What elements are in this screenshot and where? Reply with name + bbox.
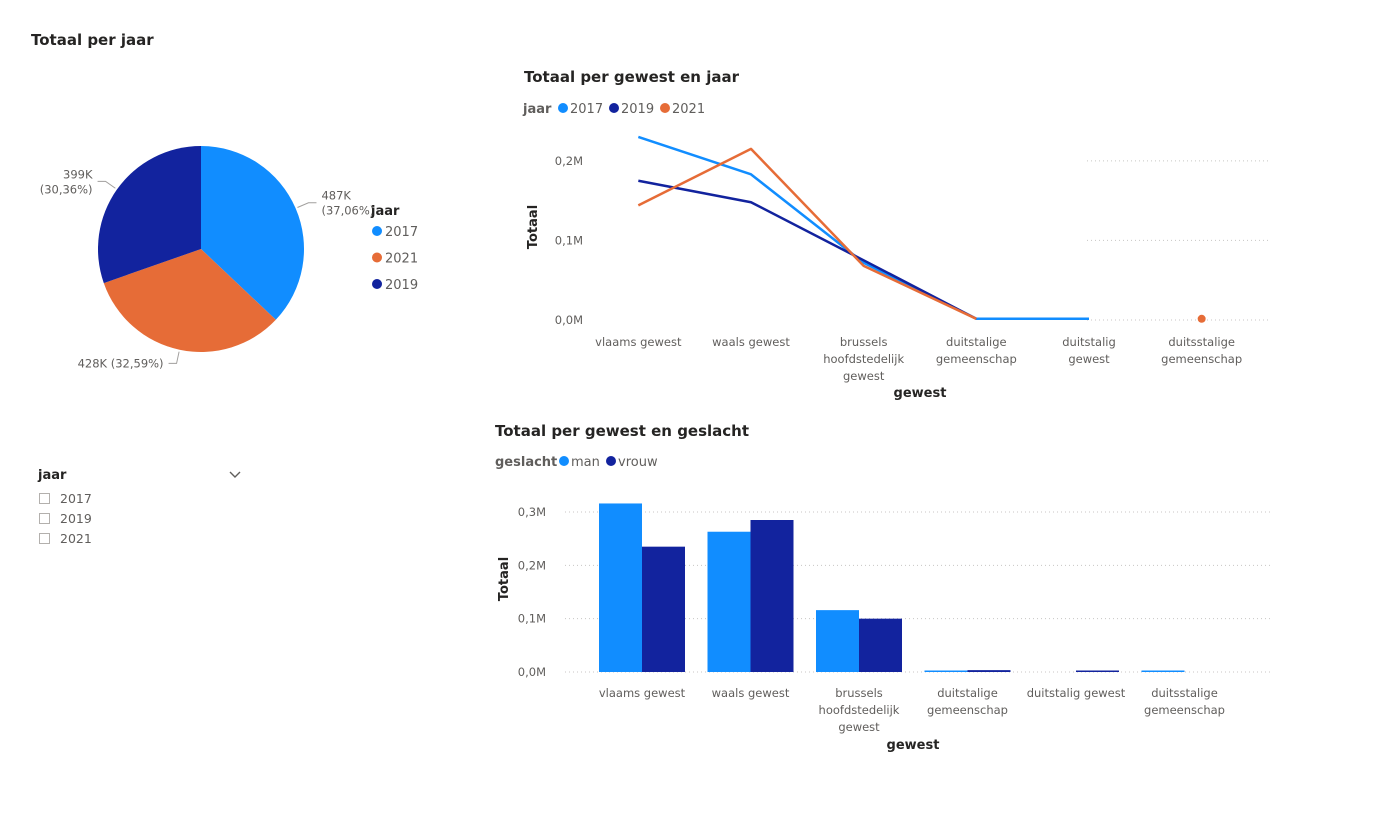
pie-data-label: 428K (32,59%)	[78, 356, 164, 370]
x-axis-label: gewest	[894, 386, 947, 401]
x-tick-label: gewest	[1068, 352, 1110, 366]
bar-man[interactable]	[816, 610, 859, 672]
bar-legend-label: vrouw	[618, 455, 658, 470]
bar-chart-title: Totaal per gewest en geslacht	[495, 422, 750, 440]
x-tick-label: duitstalig gewest	[1027, 686, 1126, 700]
pie-legend-marker	[372, 226, 382, 236]
pie-legend-label: 2019	[385, 278, 418, 293]
pie-leader-line	[97, 180, 116, 189]
bar-vrouw[interactable]	[859, 618, 902, 672]
bar-man[interactable]	[707, 531, 751, 672]
line-point-2021[interactable]	[1197, 314, 1206, 323]
y-axis-label: Totaal	[526, 205, 541, 249]
y-tick-label: 0,0M	[518, 665, 546, 679]
x-tick-label: waals gewest	[712, 335, 790, 349]
y-tick-label: 0,1M	[555, 233, 583, 247]
bar-man[interactable]	[924, 670, 968, 673]
checkbox[interactable]	[39, 532, 50, 544]
pie-data-label: 399K	[63, 167, 93, 181]
bar-man[interactable]	[1141, 670, 1185, 673]
line-legend-label: 2021	[672, 102, 705, 117]
pie-legend-marker	[372, 252, 382, 263]
bar-legend-title: geslacht	[495, 455, 557, 470]
line-legend-label: 2017	[570, 102, 603, 117]
x-tick-label: duitsstalige	[1168, 335, 1235, 349]
line-legend-title: jaar	[522, 102, 552, 117]
bar-legend-marker	[606, 456, 616, 466]
x-axis-label: gewest	[887, 738, 940, 753]
y-tick-label: 0,1M	[518, 612, 546, 626]
slicer-option-label: 2021	[60, 530, 92, 546]
pie-data-label: (30,36%)	[40, 182, 93, 196]
line-series-2021[interactable]	[637, 147, 977, 320]
pie-chart: 487K(37,06%) 428K (32,59%) 399K(30,36%) jaa…	[40, 146, 418, 370]
checkbox[interactable]	[39, 512, 50, 524]
bar-vrouw[interactable]	[1076, 670, 1119, 673]
bar-legend-label: man	[571, 455, 600, 470]
y-axis-label: Totaal	[497, 557, 512, 601]
pie-slice-2019[interactable]	[97, 146, 201, 284]
x-tick-label: duitstalig	[1062, 335, 1116, 349]
pie-slice-2021[interactable]	[103, 249, 276, 352]
x-tick-label: gewest	[843, 369, 885, 383]
pie-data-label: (37,06%)	[321, 204, 374, 218]
line-chart-title: Totaal per gewest en jaar	[524, 68, 739, 86]
x-tick-label: duitstalige	[946, 335, 1007, 349]
bar-vrouw[interactable]	[642, 546, 685, 672]
y-tick-label: 0,2M	[518, 558, 546, 572]
year-slicer[interactable]: jaar 2017 2019 2021	[38, 466, 248, 548]
checkbox[interactable]	[39, 492, 50, 504]
x-tick-label: hoofdstedelijk	[823, 352, 904, 366]
pie-legend-label: 2017	[385, 225, 418, 240]
x-tick-label: gemeenschap	[936, 352, 1017, 366]
x-tick-label: gemeenschap	[1161, 352, 1242, 366]
pie-legend-marker	[372, 279, 382, 289]
x-tick-label: duitsstalige	[1151, 686, 1218, 700]
pie-legend-title: jaar	[370, 204, 400, 219]
x-tick-label: duitstalige	[937, 686, 998, 700]
x-tick-label: waals gewest	[712, 686, 790, 700]
pie-legend-label: 2021	[385, 252, 418, 267]
y-tick-label: 0,0M	[555, 313, 583, 327]
x-tick-label: gemeenschap	[927, 703, 1008, 717]
slicer-option-2017[interactable]: 2017	[38, 488, 248, 508]
line-series-2019[interactable]	[638, 179, 977, 320]
line-chart: jaar 2017 2019 2021 0,0M 0,1M 0,2M Totaal vlaams…	[522, 102, 1270, 401]
slicer-option-2019[interactable]: 2019	[38, 508, 248, 528]
line-legend-label: 2019	[621, 102, 654, 117]
x-tick-label: gewest	[838, 720, 880, 734]
pie-leader-line	[297, 202, 317, 208]
bar-man[interactable]	[599, 503, 642, 672]
slicer-option-label: 2019	[60, 510, 92, 526]
pie-slice-2017[interactable]	[201, 146, 305, 320]
pie-leader-line	[168, 351, 180, 364]
x-tick-label: hoofdstedelijk	[819, 703, 900, 717]
line-legend-marker	[609, 103, 619, 113]
slicer-option-2021[interactable]: 2021	[38, 528, 248, 548]
y-tick-label: 0,3M	[518, 505, 546, 519]
pie-chart-title: Totaal per jaar	[31, 31, 154, 49]
bar-legend-marker	[559, 456, 569, 466]
bar-vrouw[interactable]	[967, 670, 1011, 672]
pie-data-label: 487K	[321, 189, 351, 203]
line-series-2017[interactable]	[637, 135, 1089, 321]
bar-vrouw[interactable]	[750, 520, 794, 672]
x-tick-label: vlaams gewest	[595, 335, 682, 349]
bar-chart: geslacht man vrouw 0,0M 0,1M 0,2M 0,3M Totaal vl…	[495, 455, 1270, 753]
x-tick-label: brussels	[840, 335, 888, 349]
x-tick-label: vlaams gewest	[599, 686, 686, 700]
y-tick-label: 0,2M	[555, 154, 583, 168]
slicer-title: jaar	[38, 467, 67, 483]
x-tick-label: gemeenschap	[1144, 703, 1225, 717]
chevron-down-icon[interactable]	[228, 470, 242, 480]
line-legend-marker	[660, 103, 670, 113]
x-tick-label: brussels	[835, 686, 883, 700]
slicer-option-label: 2017	[60, 490, 92, 506]
line-legend-marker	[558, 103, 568, 113]
